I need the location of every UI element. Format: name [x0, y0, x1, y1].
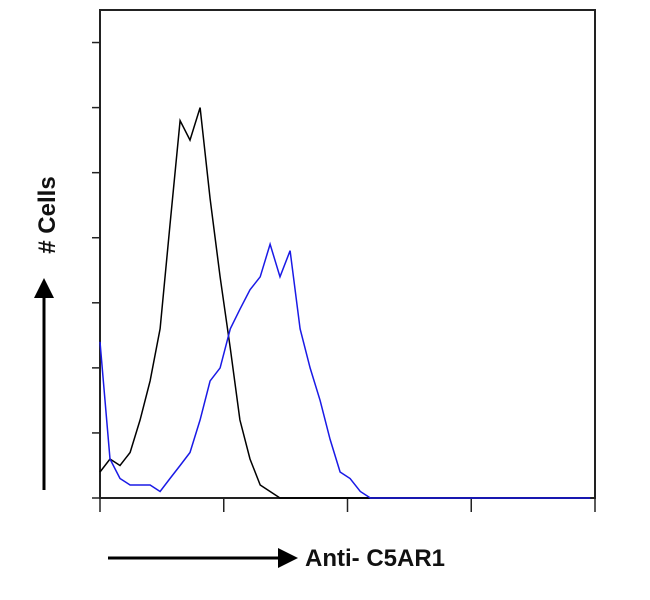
y-axis-label: # Cells	[34, 176, 61, 253]
y-arrow-head	[34, 278, 54, 298]
histogram-line	[99, 241, 591, 499]
x-arrow-head	[278, 548, 298, 568]
x-axis-label: Anti- C5AR1	[305, 545, 445, 572]
histogram-line	[99, 107, 591, 499]
plot-frame	[99, 9, 596, 499]
